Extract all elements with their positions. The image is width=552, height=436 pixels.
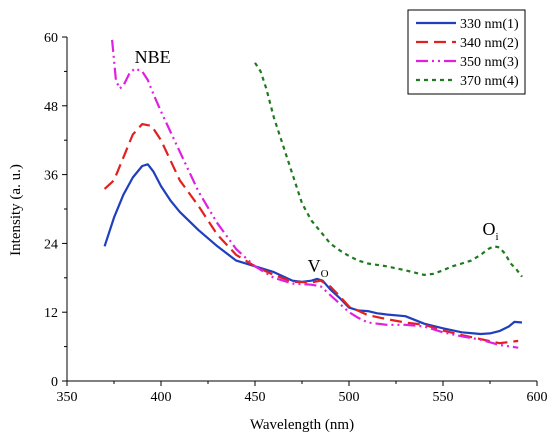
x-axis-title: Wavelength (nm) [250,417,354,433]
y-tick-label: 36 [44,169,58,184]
x-tick-label: 450 [245,390,266,405]
legend-label-3: 350 nm(3) [460,55,519,70]
annotation-1: NBE [135,47,171,67]
series-line-2 [103,122,519,345]
series-line-4 [254,62,523,278]
annotation-2: VO [308,256,329,280]
legend: 330 nm(1) 340 nm(2) 350 nm(3) 370 nm(4) [407,9,526,95]
legend-label-2: 340 nm(2) [460,36,519,51]
series-line-1 [103,163,523,336]
legend-label-4: 370 nm(4) [460,74,519,89]
x-tick-label: 500 [339,390,360,405]
y-tick-label: 48 [44,100,58,115]
y-axis-title: Intensity (a. u.) [8,164,24,256]
x-tick-label: 550 [433,390,454,405]
y-tick-label: 0 [51,375,58,390]
x-tick-label: 350 [57,390,78,405]
y-tick-label: 12 [44,306,58,321]
y-tick-label: 60 [44,31,58,46]
legend-label-1: 330 nm(1) [460,17,519,32]
series-layer [103,39,523,349]
ticks: 350 400 450 500 550 600 0 12 24 36 48 60 [44,31,548,405]
x-tick-label: 400 [151,390,172,405]
x-tick-label: 600 [527,390,548,405]
y-tick-label: 24 [44,237,58,252]
annotations: NBE VO Oi [135,47,499,280]
annotation-3: Oi [482,219,498,243]
